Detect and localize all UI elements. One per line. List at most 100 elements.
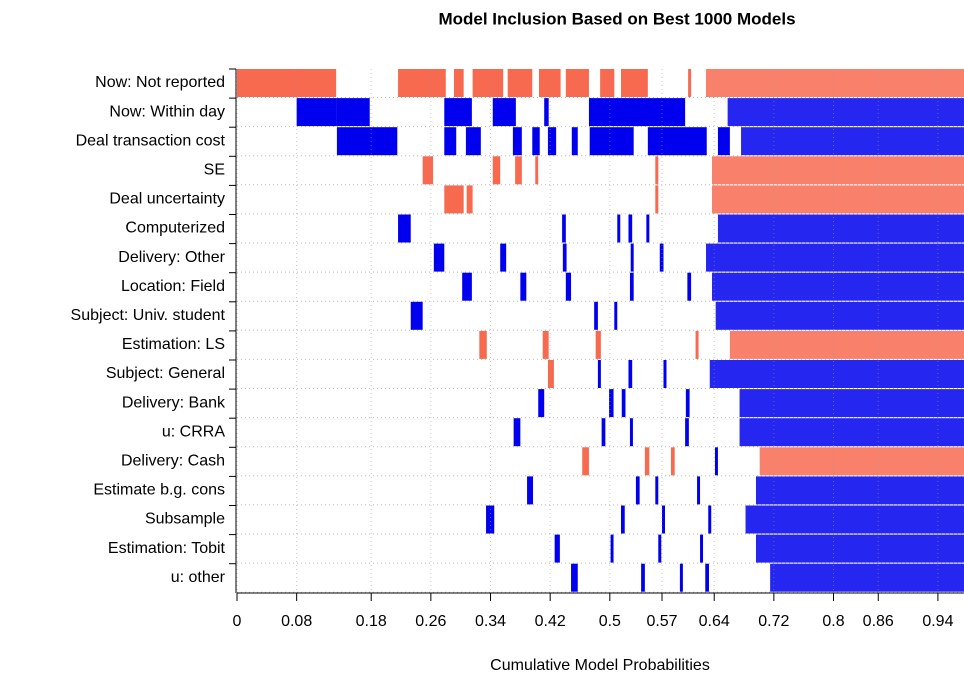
inclusion-block <box>565 272 572 301</box>
inclusion-block <box>444 185 464 214</box>
inclusion-block <box>554 534 560 563</box>
inclusion-block <box>729 330 964 359</box>
inclusion-block <box>398 69 446 97</box>
inclusion-block <box>492 156 501 185</box>
inclusion-block <box>695 330 699 359</box>
x-tick-label: 0.18 <box>356 613 387 630</box>
x-tick-label: 0.8 <box>822 613 844 630</box>
inclusion-block <box>711 272 964 301</box>
y-tick-label: Delivery: Bank <box>122 394 226 411</box>
inclusion-block <box>663 360 667 388</box>
x-tick-label: 0.08 <box>281 613 312 630</box>
inclusion-block <box>544 98 549 127</box>
inclusion-block <box>739 418 964 447</box>
inclusion-block <box>717 214 964 243</box>
inclusion-block <box>597 360 601 388</box>
y-tick-label: Location: Field <box>121 278 225 295</box>
y-tick-label: SE <box>204 162 225 179</box>
inclusion-block <box>600 69 615 97</box>
inclusion-block <box>610 534 614 563</box>
inclusion-block <box>609 389 614 418</box>
inclusion-block <box>527 476 534 505</box>
inclusion-block <box>538 389 545 418</box>
y-tick-label: Now: Within day <box>109 103 225 120</box>
inclusion-block <box>705 563 709 592</box>
inclusion-block <box>685 418 689 447</box>
inclusion-block <box>711 185 964 214</box>
inclusion-block <box>336 127 398 156</box>
inclusion-block <box>444 127 457 156</box>
x-tick-label: 0.42 <box>535 613 566 630</box>
inclusion-block <box>589 127 634 156</box>
inclusion-block <box>700 534 704 563</box>
inclusion-block <box>706 69 964 97</box>
y-tick-label: u: other <box>171 569 226 586</box>
inclusion-block <box>571 127 578 156</box>
inclusion-block <box>708 505 712 534</box>
inclusion-block <box>679 563 683 592</box>
x-tick-label: 0.34 <box>475 613 506 630</box>
inclusion-block <box>745 505 964 534</box>
inclusion-block <box>538 69 561 97</box>
inclusion-block <box>644 447 650 476</box>
x-tick-label: 0.72 <box>758 613 789 630</box>
y-tick-label: Delivery: Cash <box>121 453 225 470</box>
inclusion-block <box>614 301 618 330</box>
inclusion-block <box>565 69 589 97</box>
y-tick-label: Deal transaction cost <box>76 132 226 149</box>
y-tick-label: Now: Not reported <box>95 74 225 91</box>
inclusion-block <box>466 185 473 214</box>
inclusion-block <box>755 534 964 563</box>
inclusion-block <box>629 418 633 447</box>
x-axis-label: Cumulative Model Probabilities <box>490 657 710 674</box>
inclusion-block <box>410 301 423 330</box>
inclusion-block <box>646 214 650 243</box>
inclusion-block <box>465 127 481 156</box>
inclusion-block <box>628 360 633 388</box>
y-tick-label: Computerized <box>125 220 225 237</box>
x-tick-label: 0 <box>233 613 242 630</box>
inclusion-block <box>547 360 554 388</box>
inclusion-block <box>547 127 557 156</box>
inclusion-block <box>629 272 634 301</box>
inclusion-block <box>687 272 692 301</box>
inclusion-block <box>711 156 964 185</box>
x-tick-label: 0.5 <box>599 613 621 630</box>
inclusion-block <box>515 156 522 185</box>
x-tick-label: 0.64 <box>699 613 730 630</box>
inclusion-block <box>601 418 606 447</box>
inclusion-block <box>621 69 648 97</box>
y-tick-label: Subsample <box>145 511 225 528</box>
inclusion-block <box>500 243 507 272</box>
inclusion-block <box>621 505 625 534</box>
inclusion-block <box>336 98 370 127</box>
inclusion-block <box>562 243 567 272</box>
inclusion-block <box>520 272 527 301</box>
y-tick-label: Estimate b.g. cons <box>93 482 225 499</box>
inclusion-block <box>492 98 516 127</box>
inclusion-block <box>685 389 690 418</box>
inclusion-block <box>582 447 589 476</box>
inclusion-block <box>453 69 464 97</box>
inclusion-block <box>741 127 964 156</box>
inclusion-block <box>688 69 692 97</box>
y-tick-label: u: CRRA <box>162 423 225 440</box>
x-tick-label: 0.94 <box>922 613 953 630</box>
inclusion-block <box>535 156 539 185</box>
y-tick-label: Delivery: Other <box>118 249 225 266</box>
inclusion-block <box>296 98 337 127</box>
inclusion-block <box>588 98 686 127</box>
chart-title: Model Inclusion Based on Best 1000 Model… <box>438 9 795 28</box>
inclusion-block <box>706 243 964 272</box>
inclusion-block <box>658 534 662 563</box>
inclusion-block <box>697 476 701 505</box>
inclusion-block <box>571 563 578 592</box>
x-tick-label: 0.26 <box>415 613 446 630</box>
inclusion-block <box>532 127 540 156</box>
inclusion-block <box>595 330 601 359</box>
inclusion-block <box>755 476 964 505</box>
inclusion-block <box>641 563 645 592</box>
inclusion-block <box>739 389 964 418</box>
inclusion-block <box>670 447 675 476</box>
inclusion-block <box>479 330 487 359</box>
